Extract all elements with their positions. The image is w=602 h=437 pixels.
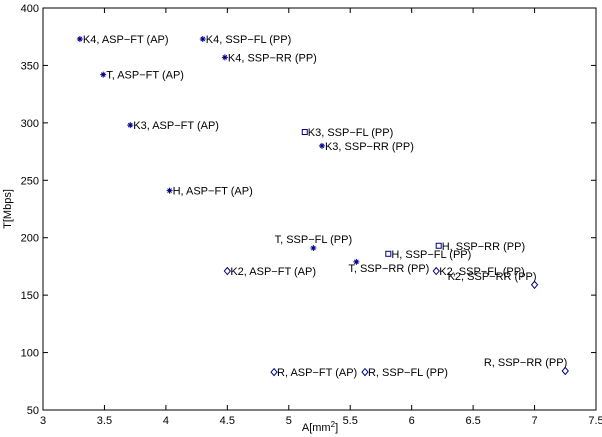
data-point: R, ASP−FT (AP): [270, 367, 357, 379]
y-tick-label: 350: [21, 60, 39, 72]
x-tick-label: 4: [163, 415, 169, 427]
point-marker: [353, 258, 360, 265]
point-marker: [561, 366, 569, 376]
y-axis: 50 100 150 200 250 300 350 400: [21, 3, 596, 417]
point-marker: [530, 280, 539, 290]
point-marker: [310, 245, 317, 252]
data-point: H, SSP−RR (PP): [435, 241, 525, 253]
data-point: K4, SSP−FL (PP): [199, 34, 292, 46]
points-layer: K4, ASP−FT (AP) K4, SSP−FL (PP) K4, SSP−RR…: [76, 34, 569, 379]
data-point: R, SSP−RR (PP): [484, 357, 569, 376]
x-tick-label: 7: [531, 415, 537, 427]
x-tick-label: 3: [40, 415, 46, 427]
x-tick-label: 5.5: [343, 415, 358, 427]
x-axis: 3 3.5 4 4.5 5 5.5 6 6.5 7 7.5: [40, 8, 602, 427]
point-label: K3, SSP−RR (PP): [325, 141, 414, 153]
point-label: K3, ASP−FT (AP): [133, 120, 219, 132]
point-label: K4, SSP−FL (PP): [206, 34, 292, 46]
point-marker: [385, 250, 392, 257]
point-marker: [100, 71, 107, 78]
point-marker: [166, 187, 173, 194]
data-point: T, SSP−FL (PP): [275, 234, 353, 252]
data-point: H, SSP−FL (PP): [385, 249, 471, 261]
point-label: H, SSP−RR (PP): [442, 241, 525, 253]
y-axis-title: T[Mbps]: [2, 189, 14, 229]
point-label: K4, ASP−FT (AP): [83, 34, 169, 46]
point-marker: [270, 367, 278, 377]
plot-frame: [42, 7, 597, 411]
data-point: T, ASP−FT (AP): [100, 70, 184, 82]
point-label: T, SSP−RR (PP): [348, 263, 429, 275]
y-tick-label: 50: [27, 405, 39, 417]
data-point: K2, SSP−FL (PP): [432, 266, 525, 278]
point-label: K2, SSP−FL (PP): [439, 266, 525, 278]
point-marker: [127, 122, 134, 129]
data-point: K3, ASP−FT (AP): [127, 120, 219, 132]
y-tick-label: 300: [21, 118, 39, 130]
point-marker: [318, 142, 325, 149]
data-point: T, SSP−RR (PP): [348, 258, 429, 275]
x-tick-label: 6.5: [465, 415, 480, 427]
y-tick-label: 150: [21, 290, 39, 302]
x-tick-label: 5: [286, 415, 292, 427]
point-label: K3, SSP−FL (PP): [308, 127, 394, 139]
data-point: K2, SSP−RR (PP): [448, 271, 539, 290]
x-tick-label: 7.5: [588, 415, 602, 427]
point-marker: [361, 367, 369, 377]
point-label: K4, SSP−RR (PP): [228, 52, 317, 64]
x-tick-label: 4.5: [220, 415, 235, 427]
point-label: T, ASP−FT (AP): [106, 70, 184, 82]
point-marker: [76, 36, 83, 43]
point-label: R, ASP−FT (AP): [277, 367, 357, 379]
point-marker: [199, 36, 206, 43]
point-label: T, SSP−FL (PP): [275, 234, 353, 246]
point-label: R, SSP−FL (PP): [368, 367, 448, 379]
point-marker: [223, 266, 231, 276]
point-label: H, ASP−FT (AP): [173, 186, 253, 198]
data-point: K3, SSP−FL (PP): [301, 127, 394, 139]
data-point: R, SSP−FL (PP): [361, 367, 448, 379]
point-marker: [435, 242, 442, 249]
y-tick-label: 200: [21, 233, 39, 245]
data-point: K3, SSP−RR (PP): [318, 141, 414, 153]
y-tick-label: 100: [21, 348, 39, 360]
data-point: K2, ASP−FT (AP): [223, 266, 316, 278]
point-marker: [221, 54, 228, 61]
point-label: H, SSP−FL (PP): [391, 249, 471, 261]
point-marker: [432, 266, 440, 276]
data-point: K4, SSP−RR (PP): [221, 52, 317, 64]
point-label: K2, ASP−FT (AP): [230, 266, 316, 278]
point-label: R, SSP−RR (PP): [484, 357, 567, 369]
x-tick-label: 3.5: [97, 415, 112, 427]
point-marker: [301, 129, 308, 136]
data-point: K4, ASP−FT (AP): [76, 34, 169, 46]
x-tick-label: 6: [409, 415, 415, 427]
y-tick-label: 250: [21, 175, 39, 187]
data-point: H, ASP−FT (AP): [166, 186, 253, 198]
y-tick-label: 400: [21, 3, 39, 15]
x-axis-title: A[mm2]: [302, 420, 338, 435]
point-label: K2, SSP−RR (PP): [448, 271, 537, 283]
